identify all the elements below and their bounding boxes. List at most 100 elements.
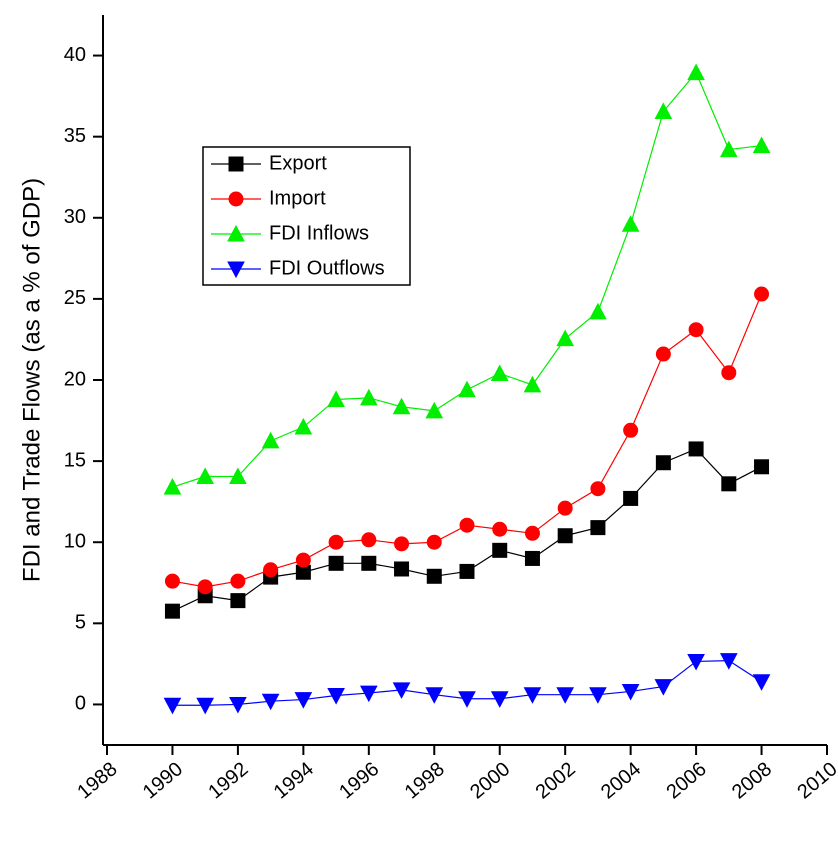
x-tick-label: 2010 [793,758,838,803]
y-tick-label: 35 [64,125,86,147]
legend-marker [228,191,244,207]
y-tick-label: 30 [64,206,86,228]
y-tick-label: 25 [64,287,86,309]
x-tick-label: 1992 [204,758,252,803]
legend-label: Import [269,187,326,209]
marker [261,431,280,449]
marker [361,555,377,571]
marker [621,215,640,232]
marker [621,683,640,701]
marker [687,63,705,81]
y-axis-title: FDI and Trade Flows (as a % of GDP) [18,178,45,582]
marker [655,455,671,471]
marker [719,140,738,158]
marker [426,534,442,550]
marker [328,555,344,571]
marker [687,653,705,671]
marker [524,550,540,566]
marker [655,346,671,362]
marker [721,476,737,492]
marker [197,579,213,595]
y-tick-label: 15 [64,449,86,471]
y-tick-label: 0 [75,693,86,715]
legend-label: Export [269,152,327,174]
x-tick-label: 1998 [401,758,449,803]
x-tick-label: 1988 [73,758,121,803]
legend-marker [228,156,244,172]
y-tick-label: 20 [64,368,86,390]
x-tick-label: 2002 [532,758,580,803]
marker [492,542,508,558]
marker [557,500,573,516]
marker [327,390,345,407]
x-tick-label: 1994 [270,758,318,803]
marker [196,467,215,485]
marker [589,302,607,320]
marker [557,528,573,544]
marker [294,692,313,709]
series-line [172,293,763,588]
marker [164,603,180,619]
marker [263,562,279,578]
legend-marker [227,224,245,242]
marker [589,687,607,704]
marker [754,286,770,302]
marker [261,693,280,711]
marker [295,552,311,568]
marker [523,687,542,704]
marker [623,490,639,506]
marker [524,525,540,541]
marker [230,573,246,589]
marker [229,696,247,714]
y-tick-label: 10 [64,531,86,553]
marker [719,653,738,670]
marker [752,674,771,691]
marker [688,441,704,457]
marker [721,365,737,381]
marker [196,697,215,715]
marker [490,691,509,708]
x-tick-label: 2008 [728,758,776,803]
marker [523,375,542,393]
x-tick-label: 2006 [662,758,710,803]
marker [163,697,182,715]
marker [426,568,442,584]
y-tick-label: 40 [64,44,86,66]
marker [164,573,180,589]
marker [490,364,509,382]
x-tick-label: 1990 [139,758,187,803]
marker [230,593,246,609]
marker [458,691,476,708]
marker [623,422,639,438]
marker [654,679,673,696]
marker [556,687,575,704]
marker [359,388,378,406]
legend: Export Import FDI Inflows FDI Outflows [202,146,411,286]
marker [229,467,247,485]
marker [394,536,410,552]
marker [458,380,476,398]
marker [425,687,444,704]
marker [327,688,345,705]
marker [394,561,410,577]
marker [392,682,411,699]
marker [492,521,508,537]
marker [590,481,606,497]
marker [392,397,411,415]
marker [688,322,704,338]
legend-marker [227,261,245,279]
x-tick-label: 2004 [597,758,645,803]
marker [359,685,378,703]
marker [752,136,771,154]
marker [459,517,475,533]
marker [163,478,182,495]
marker [459,563,475,579]
x-tick-label: 1996 [335,758,383,803]
marker [556,329,575,347]
marker [590,520,606,536]
marker [654,102,673,120]
marker [361,532,377,548]
marker [425,401,444,419]
y-tick-label: 5 [75,612,86,634]
